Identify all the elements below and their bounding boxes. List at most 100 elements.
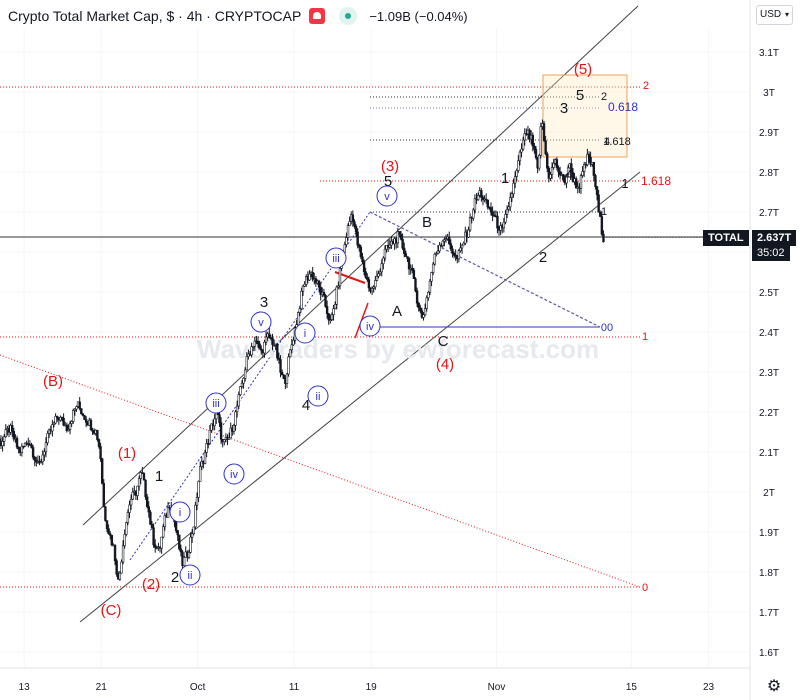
candle-body [60,416,64,419]
x-tick-label: 23 [703,682,715,693]
x-tick-label: 15 [626,682,638,693]
candle-body [223,439,226,443]
candle-body [43,451,46,456]
candle-body [517,160,520,171]
candle-body [96,429,99,440]
y-tick-label: 1.6T [759,648,779,659]
x-tick-label: 11 [289,682,300,693]
candle-body [4,429,7,437]
candle-body [565,174,568,184]
symbol-title[interactable]: Crypto Total Market Cap, $ · 4h · CRYPTO… [8,8,302,24]
candle-body [518,151,522,162]
candle-body [534,149,538,159]
candle-body [72,410,75,422]
y-tick-label: 2.4T [759,328,779,339]
bell-icon[interactable] [309,8,326,24]
candle-body [574,178,578,189]
candle-body [407,258,411,270]
candle-body [208,429,212,444]
candle-body [100,458,104,484]
candle-body [41,454,44,462]
candle-body [145,496,149,507]
candle-body [544,140,547,155]
candle-body [496,215,499,229]
candle-body [120,561,123,574]
candle-body [147,506,150,513]
wave-label-red: (4) [436,356,454,373]
candle-body [356,231,359,246]
drawing-overlays [0,5,750,623]
candle-body [118,572,122,580]
candle-body [546,153,549,169]
candle-body [15,437,19,448]
wave-circle [376,185,398,207]
candle-body [443,239,446,242]
candle-body [319,286,322,295]
candle-body [33,456,36,461]
candle-body [552,163,555,168]
candle-body [109,533,112,536]
wave-label-red: (B) [43,373,63,390]
candle-body [285,373,289,384]
candle-body [128,504,131,513]
candle-body [533,145,536,150]
candle-body [81,413,85,416]
wave-label: 1 [621,176,628,191]
candle-body [84,419,88,423]
candle-body [207,443,210,445]
candle-body [253,340,257,347]
candle-body [160,536,163,549]
wave-label: C [438,333,449,350]
candle-body [113,544,117,562]
candle-body [337,285,340,288]
gear-icon[interactable]: ⚙ [766,678,782,695]
candle-body [417,302,420,309]
eye-icon[interactable] [339,7,358,25]
candle-body [39,461,43,463]
candle-body [581,171,584,176]
candle-body [218,414,221,423]
x-tick-label: 21 [96,682,108,693]
candle-body [300,290,303,309]
candle-body [435,253,438,255]
candle-body [346,225,350,238]
candle-body [377,273,380,277]
candle-body [131,491,134,500]
candle-body [436,250,440,254]
candle-body [219,422,223,440]
candle-body [298,308,302,313]
countdown-tag: 35:02 [752,245,790,261]
candle-body [67,429,70,432]
candle-body [125,522,128,535]
candle-body [430,272,433,282]
candle-body [282,374,285,380]
wave-label: A [392,303,402,320]
last-price-tag: 2.637T [752,230,797,246]
wave-label-blue: iv [366,321,374,333]
candle-body [428,280,432,293]
candle-body [200,461,203,467]
currency-select[interactable]: USD ▾ [756,5,793,25]
candle-body [192,526,195,535]
candle-body [448,236,451,244]
candle-body [176,530,179,536]
candle-body [240,382,244,387]
candle-body [481,197,485,200]
wave-circle [205,392,227,414]
candle-body [372,286,375,289]
y-tick-label: 2.3T [759,368,779,379]
candle-body [411,267,414,271]
candle-body [595,186,599,196]
wave-label-blue: 00 [601,322,613,334]
candle-body [197,481,200,498]
candle-body [115,560,118,575]
wave-label-blue: ii [188,570,193,582]
candle-body [65,424,69,432]
candle-body [242,377,245,384]
candle-body [190,533,194,538]
wave-label-red: (3) [381,158,399,175]
trend-line-b-0 [0,354,641,588]
candle-body [75,406,78,410]
candle-body [178,534,181,550]
